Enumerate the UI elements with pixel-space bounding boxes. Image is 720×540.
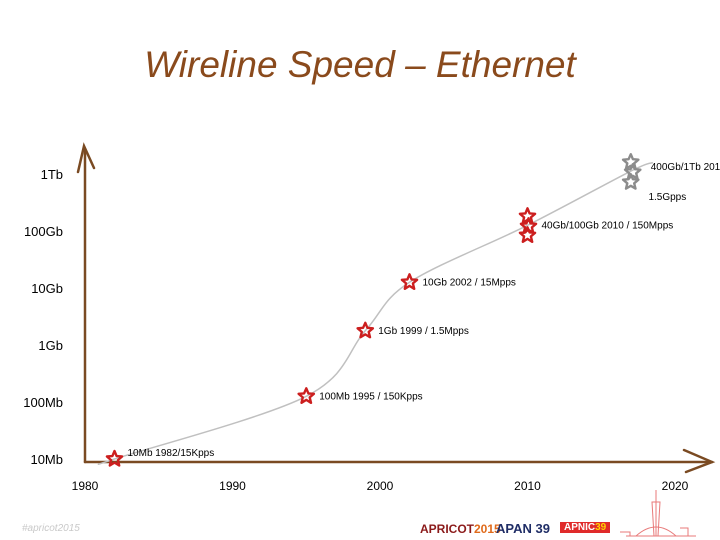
milestone-marker (105, 449, 124, 467)
footer: #apricot2015 APRICOT2015 APAN 39 APNIC39 (0, 516, 720, 540)
y-tick-label: 100Mb (23, 395, 63, 410)
y-tick-label: 10Mb (30, 452, 63, 467)
milestone-label: 100Mb 1995 / 150Kpps (319, 391, 422, 402)
milestone-label: 10Mb 1982/15Kpps (128, 448, 215, 459)
milestone-label: 10Gb 2002 / 15Mpps (423, 277, 516, 288)
y-tick-labels: 10Mb 100Mb 1Gb 10Gb 100Gb 1Tb (23, 167, 63, 467)
y-tick-label: 1Gb (38, 338, 63, 353)
milestone-label: 400Gb/1Tb 2017? (651, 162, 720, 173)
milestone-marker (518, 226, 537, 243)
x-tick-label: 2010 (514, 479, 541, 493)
apnic-logo-number: 39 (595, 522, 607, 533)
x-tick-label: 1980 (72, 479, 99, 493)
milestone-marker (621, 173, 640, 190)
apnic-logo-text: APNIC (564, 522, 596, 533)
series-line (97, 161, 654, 465)
y-tick-label: 100Gb (24, 224, 63, 239)
slide-title: Wireline Speed – Ethernet (144, 44, 576, 85)
footer-hashtag: #apricot2015 (22, 523, 80, 534)
tower-logo-icon (620, 490, 696, 537)
milestone-marker (356, 321, 375, 339)
growth-curve (97, 161, 654, 465)
milestone-marker (400, 273, 419, 290)
x-tick-label: 2000 (367, 479, 394, 493)
milestone-sublabel: 1.5Gpps (648, 192, 686, 203)
y-tick-label: 1Tb (41, 167, 63, 182)
x-axis-arrowhead (682, 448, 716, 474)
apnic-logo: APNIC39 (560, 522, 611, 533)
x-tick-label: 2020 (662, 479, 689, 493)
apricot-logo-text: APRICOT (420, 522, 474, 536)
x-tick-label: 1990 (219, 479, 246, 493)
x-tick-labels: 1980 1990 2000 2010 2020 (72, 479, 689, 493)
milestone-markers (105, 153, 642, 467)
chart-axes (76, 142, 716, 474)
milestone-labels: 10Mb 1982/15Kpps 100Mb 1995 / 150Kpps 1Gb … (128, 162, 720, 459)
apricot-logo: APRICOT2015 (420, 522, 501, 536)
milestone-label: 1Gb 1999 / 1.5Mpps (378, 326, 469, 337)
y-axis-arrowhead (76, 142, 96, 174)
milestone-marker (297, 387, 316, 404)
milestone-marker (623, 163, 642, 180)
apricot-logo-year: 2015 (474, 522, 501, 536)
apan-logo: APAN 39 (496, 521, 550, 536)
milestone-label: 40Gb/100Gb 2010 / 150Mpps (542, 220, 674, 231)
y-tick-label: 10Gb (31, 281, 63, 296)
